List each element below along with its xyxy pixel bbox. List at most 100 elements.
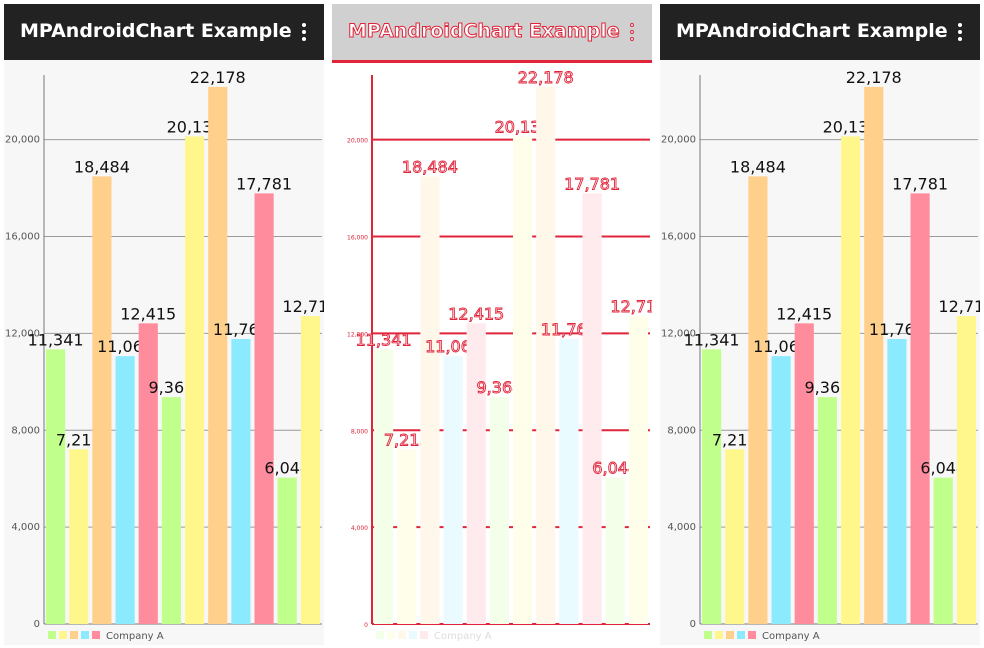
bar[interactable] <box>254 193 274 624</box>
y-tick-label: 4,000 <box>667 522 696 533</box>
bar[interactable] <box>231 339 251 624</box>
bar-value-label: 9,368 <box>805 378 851 397</box>
overflow-menu-icon[interactable] <box>292 16 316 48</box>
bar[interactable] <box>559 339 579 624</box>
legend-swatch <box>748 631 756 639</box>
bar-value-label: 7,215 <box>712 430 758 449</box>
legend-swatch <box>92 631 100 639</box>
bar-value-label: 12,713 <box>610 297 652 316</box>
app-bar: MPAndroidChart Example <box>660 4 980 60</box>
bar[interactable] <box>702 349 722 624</box>
legend-swatch <box>48 631 56 639</box>
legend-swatch <box>420 631 428 639</box>
bar[interactable] <box>956 316 976 624</box>
bar[interactable] <box>582 193 602 624</box>
bar[interactable] <box>397 449 417 624</box>
bar-value-label: 11,341 <box>684 330 740 349</box>
bar-value-label: 17,781 <box>236 174 292 193</box>
y-tick-label: 12,000 <box>661 328 696 339</box>
bar-value-label: 22,178 <box>190 68 246 87</box>
bar-value-label: 22,178 <box>518 68 574 87</box>
y-tick-label: 20,000 <box>347 138 368 145</box>
bar[interactable] <box>887 339 907 624</box>
screenshot-panel-left: MPAndroidChart Example 0 4,000 8,000 12,000… <box>4 4 324 645</box>
bar-value-label: 12,415 <box>448 304 504 323</box>
bar-value-label: 11,341 <box>356 330 412 349</box>
legend-label: Company A <box>762 631 820 642</box>
bar[interactable] <box>46 349 66 624</box>
bar-chart[interactable]: 0 4,000 8,000 12,000 16,000 20,000 11,341 7,215… <box>660 62 980 645</box>
y-tick-label: 12,000 <box>347 331 368 338</box>
y-tick-label: 16,000 <box>5 232 40 243</box>
bar[interactable] <box>161 397 181 624</box>
bar-value-label: 22,178 <box>846 68 902 87</box>
bar[interactable] <box>69 449 89 624</box>
bar-value-label: 6,044 <box>264 459 310 478</box>
bar[interactable] <box>443 356 463 624</box>
bar[interactable] <box>208 86 228 625</box>
bar-value-label: 18,484 <box>74 157 130 176</box>
bar[interactable] <box>466 323 486 624</box>
legend-swatch <box>715 631 723 639</box>
bar[interactable] <box>864 86 884 625</box>
bar[interactable] <box>185 136 205 624</box>
y-tick-label: 20,000 <box>5 135 40 146</box>
y-tick-label: 0 <box>690 619 696 630</box>
bar-value-label: 18,484 <box>730 157 786 176</box>
overflow-menu-icon[interactable] <box>948 16 972 48</box>
bar-value-label: 17,781 <box>564 174 620 193</box>
diff-accent-line <box>332 60 652 63</box>
bar[interactable] <box>725 449 745 624</box>
bar-value-label: 12,713 <box>282 297 324 316</box>
bar[interactable] <box>933 477 953 624</box>
bar[interactable] <box>817 397 837 624</box>
bar[interactable] <box>794 323 814 624</box>
bar[interactable] <box>374 349 394 624</box>
bar[interactable] <box>277 477 297 624</box>
legend-swatch <box>704 631 712 639</box>
y-tick-label: 4,000 <box>351 525 368 532</box>
y-tick-label: 8,000 <box>667 425 696 436</box>
bar-value-label: 7,215 <box>56 430 102 449</box>
bar-chart[interactable]: 0 4,000 8,000 12,000 16,000 20,000 11,341 7,215… <box>4 62 324 645</box>
legend-swatch <box>398 631 406 639</box>
bar[interactable] <box>92 176 112 625</box>
app-title: MPAndroidChart Example <box>348 20 621 43</box>
bar[interactable] <box>115 356 135 624</box>
bar-value-label: 11,341 <box>28 330 84 349</box>
bar[interactable] <box>771 356 791 624</box>
bar[interactable] <box>300 316 320 624</box>
legend-swatch <box>81 631 89 639</box>
bar[interactable] <box>910 193 930 624</box>
legend-swatch <box>70 631 78 639</box>
legend-swatch <box>59 631 67 639</box>
screenshot-panel-right: MPAndroidChart Example 0 4,000 8,000 12,000… <box>660 4 980 645</box>
bar-value-label: 12,415 <box>120 304 176 323</box>
bar-value-label: 12,415 <box>776 304 832 323</box>
app-bar: MPAndroidChart Example <box>332 4 652 60</box>
bar[interactable] <box>748 176 768 625</box>
bar-value-label: 6,044 <box>592 459 638 478</box>
bar[interactable] <box>536 86 556 625</box>
y-tick-label: 8,000 <box>351 428 368 435</box>
y-tick-label: 0 <box>34 619 40 630</box>
bar[interactable] <box>138 323 158 624</box>
bar[interactable] <box>513 136 533 624</box>
bar[interactable] <box>420 176 440 625</box>
bar[interactable] <box>605 477 625 624</box>
legend-swatch <box>409 631 417 639</box>
bar-chart[interactable]: 0 4,000 8,000 12,000 16,000 20,000 11,341 7,215… <box>332 62 652 645</box>
legend-label: Company A <box>434 631 492 642</box>
legend-swatch <box>737 631 745 639</box>
y-tick-label: 16,000 <box>347 235 368 242</box>
y-tick-label: 8,000 <box>11 425 40 436</box>
bar[interactable] <box>628 316 648 624</box>
bar-value-label: 18,484 <box>402 157 458 176</box>
overflow-menu-icon[interactable] <box>620 16 644 48</box>
y-tick-label: 16,000 <box>661 232 696 243</box>
bar[interactable] <box>489 397 509 624</box>
legend-swatch <box>387 631 395 639</box>
y-tick-label: 0 <box>364 622 368 629</box>
legend-label: Company A <box>106 631 164 642</box>
bar[interactable] <box>841 136 861 624</box>
